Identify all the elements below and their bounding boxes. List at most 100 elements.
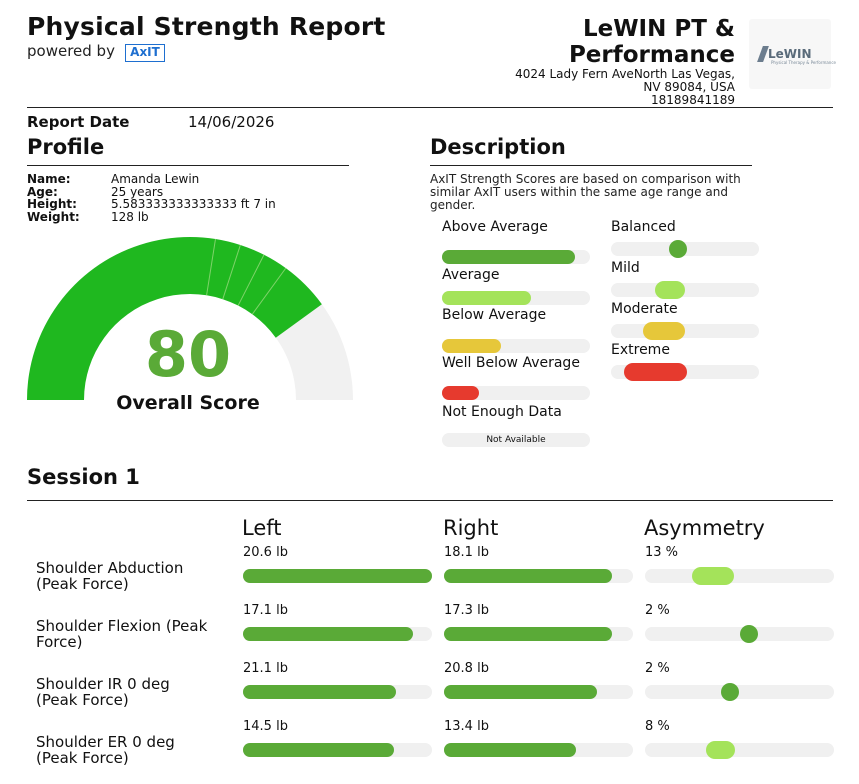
left-bar-track	[243, 743, 432, 757]
metric-name-line1: Shoulder Abduction	[36, 559, 184, 577]
gauge-segment-line	[237, 254, 265, 306]
left-value: 17.1 lb	[243, 603, 288, 618]
right-value: 20.8 lb	[444, 661, 489, 676]
gauge-fill	[27, 236, 322, 400]
right-bar-track	[444, 627, 633, 641]
asymmetry-indicator	[624, 363, 687, 381]
profile-value: 5.583333333333333 ft 7 in	[111, 197, 276, 211]
right-bar-track	[444, 569, 633, 583]
asymmetry-track	[645, 741, 834, 759]
metric-name-line2: (Peak Force)	[36, 575, 129, 593]
asymmetry-indicator	[705, 741, 736, 759]
right-bar-fill	[444, 569, 613, 583]
legend-label-below-average: Below Average	[442, 307, 547, 323]
right-value: 13.4 lb	[444, 719, 489, 734]
asymmetry-indicator	[691, 567, 735, 585]
clinic-logo-subtext: Physical Therapy & Performance	[771, 60, 836, 65]
legend-label-extreme: Extreme	[611, 342, 670, 358]
profile-key: Height:	[27, 197, 77, 211]
legend-label-mild: Mild	[611, 260, 640, 276]
asymmetry-indicator	[643, 322, 686, 340]
asymmetry-indicator	[739, 625, 758, 643]
legend-label-above-average: Above Average	[442, 219, 548, 235]
description-divider	[430, 165, 752, 166]
session-heading: Session 1	[27, 465, 140, 489]
metric-name: Shoulder Flexion (Peak Force)	[36, 618, 226, 650]
report-title: Physical Strength Report	[27, 12, 386, 41]
metric-name: Shoulder Abduction (Peak Force)	[36, 560, 226, 592]
right-bar-fill	[444, 685, 598, 699]
legend-label-well-below-average: Well Below Average	[442, 355, 580, 371]
legend-label-average: Average	[442, 267, 500, 283]
legend-track-average	[442, 291, 590, 305]
left-value: 20.6 lb	[243, 545, 288, 560]
session-divider	[27, 500, 833, 501]
profile-row-name: Name: Amanda Lewin	[27, 173, 276, 186]
asym-legend-extreme	[611, 363, 759, 381]
legend-fill-average	[442, 291, 531, 305]
profile-divider	[27, 165, 349, 166]
left-value: 14.5 lb	[243, 719, 288, 734]
axit-logo: AxIT	[125, 44, 165, 62]
right-bar-track	[444, 685, 633, 699]
profile-row-height: Height: 5.583333333333333 ft 7 in	[27, 198, 276, 211]
profile-row-weight: Weight: 128 lb	[27, 209, 276, 224]
asym-legend-mild	[611, 281, 759, 299]
legend-label-moderate: Moderate	[611, 301, 678, 317]
powered-by-label: powered by	[27, 42, 115, 60]
clinic-name: LeWIN PT & Performance	[405, 16, 735, 68]
profile-key: Weight:	[27, 209, 80, 224]
header-divider	[27, 107, 833, 108]
report-date-label: Report Date	[27, 113, 130, 131]
asymmetry-track	[645, 683, 834, 701]
left-bar-fill	[243, 743, 395, 757]
clinic-name-line2: Performance	[568, 42, 735, 68]
right-bar-fill	[444, 743, 577, 757]
asymmetry-value: 2 %	[645, 603, 670, 618]
legend-label-balanced: Balanced	[611, 219, 676, 235]
metric-name-line2: (Peak Force)	[36, 691, 129, 709]
clinic-address: 4024 Lady Fern AveNorth Las Vegas, NV 89…	[435, 68, 735, 107]
overall-score-label: Overall Score	[116, 392, 260, 414]
description-heading: Description	[430, 135, 566, 159]
asymmetry-indicator	[668, 240, 687, 258]
clinic-logo: LeWIN Physical Therapy & Performance	[749, 19, 836, 89]
right-bar-track	[444, 743, 633, 757]
column-header-right: Right	[443, 516, 499, 540]
overall-score-gauge	[27, 236, 353, 400]
clinic-phone: 18189841189	[651, 93, 735, 107]
legend-not-available: Not Available	[442, 433, 590, 447]
gauge-segment-lines	[206, 238, 287, 315]
right-bar-fill	[444, 627, 613, 641]
metric-name-line1: Shoulder Flexion (Peak	[36, 617, 208, 635]
profile-details: Name: Amanda Lewin Age: 25 years Height: 5.…	[27, 173, 276, 223]
right-value: 17.3 lb	[444, 603, 489, 618]
address-line2: NV 89084, USA	[643, 80, 735, 94]
metric-name-line1: Shoulder IR 0 deg	[36, 675, 170, 693]
profile-key: Age:	[27, 184, 58, 199]
asymmetry-indicator	[655, 281, 686, 299]
asymmetry-track	[645, 625, 834, 643]
left-bar-track	[243, 627, 432, 641]
profile-heading: Profile	[27, 135, 105, 159]
left-bar-track	[243, 569, 432, 583]
gauge-segment-line	[206, 238, 216, 296]
metric-name-line1: Shoulder ER 0 deg	[36, 733, 175, 751]
profile-value: 128 lb	[111, 209, 149, 224]
legend-fill-well-below-average	[442, 386, 479, 400]
profile-value: Amanda Lewin	[111, 172, 200, 186]
profile-value: 25 years	[111, 184, 164, 199]
gauge-segment-line	[251, 267, 287, 315]
asym-legend-balanced	[611, 240, 759, 258]
asym-legend-moderate	[611, 322, 759, 340]
report-date-value: 14/06/2026	[188, 113, 275, 131]
left-bar-fill	[243, 685, 397, 699]
legend-fill-below-average	[442, 339, 502, 353]
asymmetry-value: 2 %	[645, 661, 670, 676]
overall-score-value: 80	[144, 318, 232, 391]
left-value: 21.1 lb	[243, 661, 288, 676]
description-text: AxIT Strength Scores are based on compar…	[430, 172, 741, 212]
metric-name: Shoulder IR 0 deg (Peak Force)	[36, 676, 226, 708]
legend-fill-above-average	[442, 250, 576, 264]
left-bar-track	[243, 685, 432, 699]
